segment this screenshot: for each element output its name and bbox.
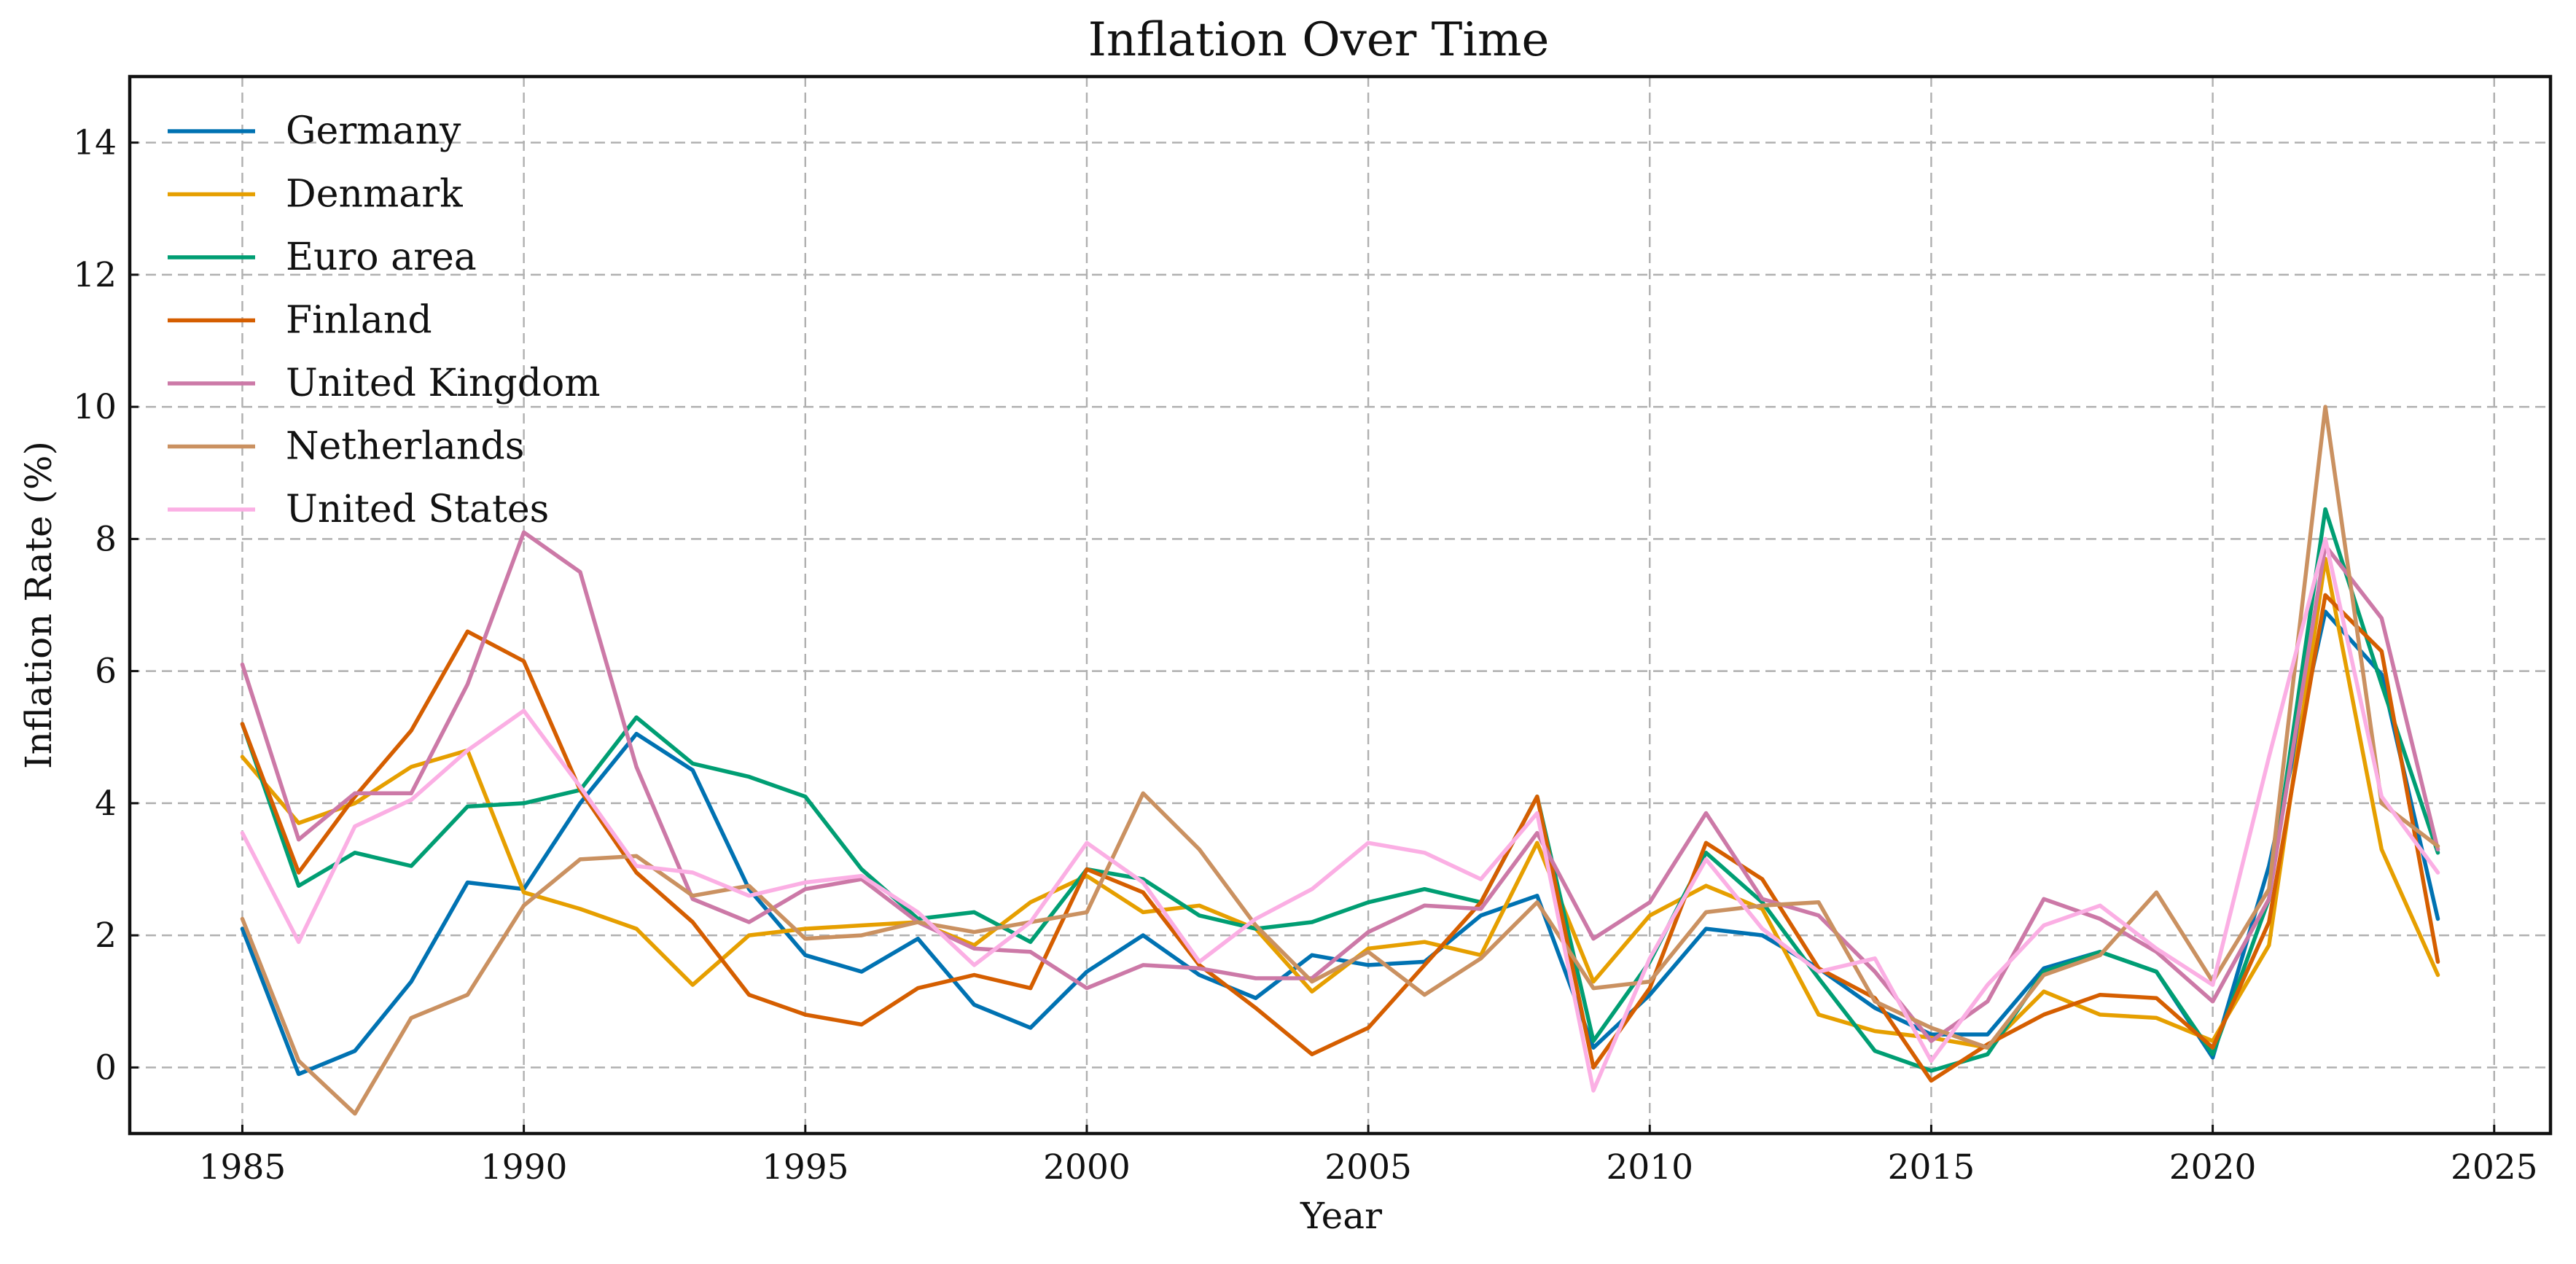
series-layer (240, 405, 2440, 1116)
series-line-germany (240, 609, 2440, 1077)
x-tick-label: 1995 (762, 1147, 849, 1187)
x-tick-label: 2020 (2169, 1147, 2257, 1187)
y-tick-label: 4 (95, 784, 117, 824)
legend-label-united-kingdom: United Kingdom (286, 362, 601, 405)
legend: Germany Denmark Euro area Finland United Kin… (168, 109, 601, 531)
series-line-united-kingdom (240, 530, 2440, 1043)
y-tick-label: 14 (73, 123, 117, 163)
y-tick-label: 12 (73, 255, 117, 295)
y-tick-label: 2 (95, 916, 117, 956)
series-line-united-states (240, 537, 2440, 1093)
x-tick-label: 1990 (480, 1147, 568, 1187)
grid-layer (130, 77, 2550, 1134)
y-axis-label: Inflation Rate (%) (17, 441, 60, 769)
legend-label-denmark: Denmark (286, 173, 463, 216)
x-tick-label: 2025 (2451, 1147, 2538, 1187)
x-axis-label: Year (1300, 1195, 1382, 1237)
plot-frame (128, 74, 2553, 1136)
y-tick-label: 10 (73, 387, 117, 427)
chart-title: Inflation Over Time (1088, 13, 1550, 67)
series-line-netherlands (240, 405, 2440, 1116)
legend-label-netherlands: Netherlands (286, 425, 524, 469)
legend-label-finland: Finland (286, 299, 432, 343)
x-tick-label: 2010 (1606, 1147, 1693, 1187)
y-tick-label: 0 (95, 1048, 117, 1088)
x-tick-label: 1985 (199, 1147, 286, 1187)
x-tick-label: 2000 (1043, 1147, 1131, 1187)
legend-label-united-states: United States (286, 488, 549, 531)
y-tick-label: 6 (95, 652, 117, 692)
legend-label-euro-area: Euro area (286, 235, 477, 279)
x-tick-label: 2015 (1888, 1147, 1975, 1187)
ticks-layer: 1985 1990 1995 2000 2005 2010 2015 2020 2025 0 2 4 6… (73, 123, 2537, 1187)
legend-label-germany: Germany (286, 109, 461, 153)
x-tick-label: 2005 (1324, 1147, 1412, 1187)
y-tick-label: 8 (95, 519, 117, 559)
series-line-finland (240, 593, 2440, 1083)
series-line-euro-area (240, 507, 2440, 1073)
